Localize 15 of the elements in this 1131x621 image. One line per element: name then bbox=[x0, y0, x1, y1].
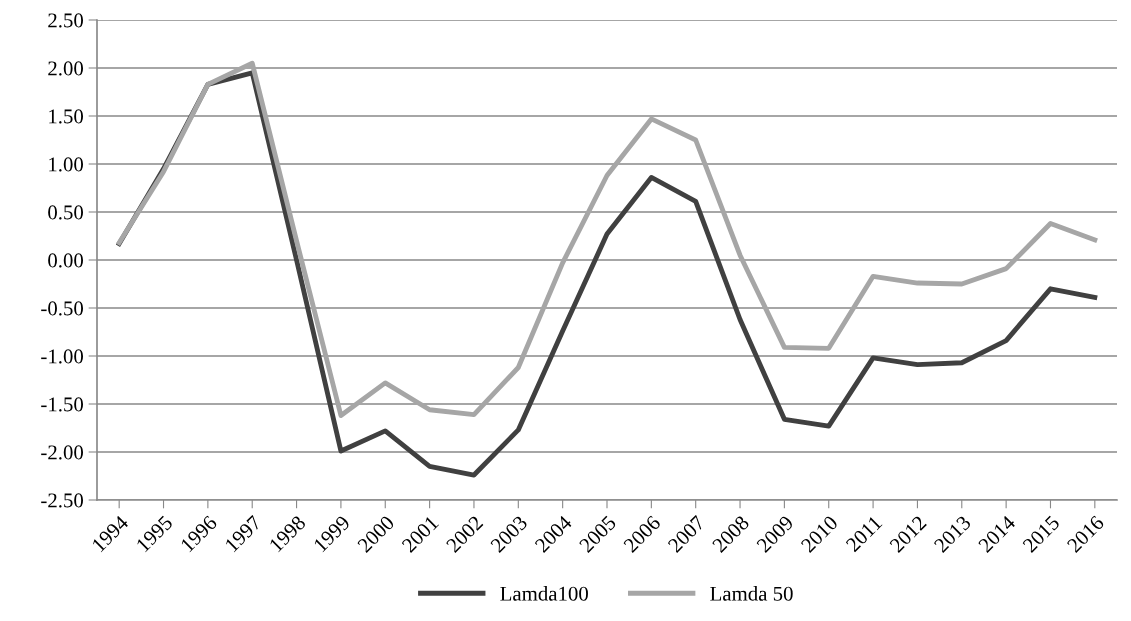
legend-label: Lamda100 bbox=[500, 586, 588, 601]
y-tick-label: 2.00 bbox=[48, 61, 84, 76]
y-tick-label: 0.00 bbox=[48, 253, 84, 268]
x-tick-label: 2011 bbox=[845, 515, 883, 553]
legend-label: Lamda 50 bbox=[710, 586, 793, 601]
y-tick-label: 2.50 bbox=[48, 13, 84, 28]
y-tick-label: -2.50 bbox=[41, 493, 84, 508]
y-tick-label: 1.00 bbox=[49, 157, 84, 172]
y-tick-label: -2.00 bbox=[41, 445, 84, 460]
y-tick-label: -1.50 bbox=[41, 397, 84, 412]
line-series bbox=[116, 60, 1098, 418]
y-tick-label: 1.50 bbox=[49, 109, 84, 124]
y-tick-label: 0.50 bbox=[48, 205, 84, 220]
y-tick-label: -1.00 bbox=[41, 349, 84, 364]
y-tick-label: -0.50 bbox=[41, 301, 84, 316]
